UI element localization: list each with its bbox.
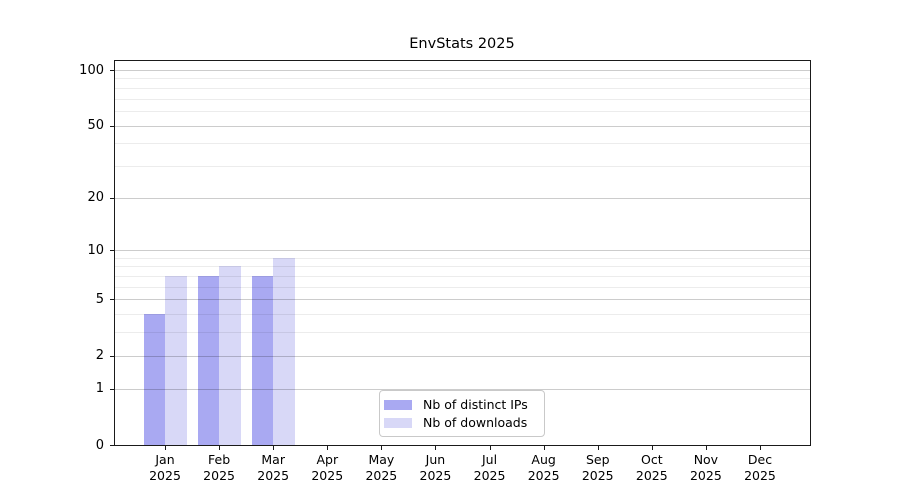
legend-label-distinct-ips: Nb of distinct IPs: [423, 396, 528, 412]
x-tick-label-jul: Jul 2025: [473, 452, 506, 483]
legend: Nb of distinct IPs Nb of downloads: [379, 390, 545, 437]
bar-mar-s0: [251, 276, 274, 445]
bar-jan-s0: [143, 314, 165, 445]
bar-jan-s1: [165, 276, 187, 445]
gridline-major-50: [114, 125, 810, 127]
y-tick-label-50: 50: [87, 118, 104, 134]
y-tick-label-10: 10: [87, 242, 104, 258]
x-tick-label-may: May 2025: [365, 452, 398, 483]
legend-label-downloads: Nb of downloads: [423, 414, 528, 430]
gridline-major-100: [114, 70, 810, 71]
gridline-minor-9: [114, 257, 810, 259]
y-tick-mark-5: [109, 299, 114, 301]
legend-swatch-downloads: [384, 417, 412, 428]
x-tick-mark-feb: [219, 445, 221, 450]
legend-swatch-distinct-ips: [384, 399, 412, 410]
y-tick-label-2: 2: [95, 348, 104, 364]
chart-title: EnvStats 2025: [409, 36, 515, 52]
x-tick-label-aug: Aug 2025: [527, 452, 560, 483]
gridline-minor-30: [114, 165, 810, 167]
x-tick-mark-apr: [327, 445, 329, 450]
gridline-major-20: [114, 197, 810, 199]
x-tick-mark-sep: [597, 445, 599, 450]
x-tick-mark-jun: [435, 445, 437, 450]
gridline-minor-70: [114, 98, 810, 100]
x-tick-mark-jan: [165, 445, 166, 450]
gridline-minor-40: [114, 143, 810, 145]
gridline-minor-90: [114, 78, 810, 80]
y-tick-mark-0: [109, 445, 114, 446]
x-tick-mark-oct: [651, 445, 653, 450]
bar-feb-s1: [219, 266, 241, 445]
y-tick-mark-20: [109, 197, 114, 199]
x-tick-label-mar: Mar 2025: [257, 452, 290, 483]
y-tick-label-20: 20: [87, 190, 104, 206]
x-tick-label-feb: Feb 2025: [203, 452, 235, 483]
y-tick-label-1: 1: [95, 381, 104, 397]
gridline-minor-60: [114, 110, 810, 112]
x-tick-mark-nov: [705, 445, 707, 450]
y-tick-label-5: 5: [95, 291, 104, 307]
x-tick-label-dec: Dec 2025: [744, 452, 776, 483]
legend-entry-downloads: Nb of downloads: [384, 414, 538, 430]
y-tick-label-100: 100: [79, 62, 104, 78]
x-tick-label-jan: Jan 2025: [149, 452, 181, 483]
x-tick-label-jun: Jun 2025: [419, 452, 452, 483]
x-tick-mark-jul: [489, 445, 491, 450]
x-tick-label-oct: Oct 2025: [635, 452, 668, 483]
y-tick-mark-50: [109, 125, 114, 127]
gridline-minor-80: [114, 87, 810, 89]
y-tick-mark-100: [109, 70, 114, 71]
x-tick-mark-aug: [543, 445, 545, 450]
x-tick-mark-dec: [759, 445, 761, 450]
bar-feb-s0: [197, 276, 220, 445]
x-tick-label-apr: Apr 2025: [311, 452, 344, 483]
y-tick-mark-1: [109, 388, 114, 390]
y-tick-mark-2: [109, 355, 114, 357]
bar-mar-s1: [273, 257, 295, 445]
y-tick-mark-10: [109, 250, 114, 252]
gridline-major-10: [114, 250, 810, 252]
legend-entry-distinct-ips: Nb of distinct IPs: [384, 396, 538, 412]
x-tick-mark-mar: [273, 445, 275, 450]
x-tick-label-sep: Sep 2025: [581, 452, 614, 483]
x-tick-label-nov: Nov 2025: [689, 452, 722, 483]
y-tick-label-0: 0: [95, 437, 104, 453]
x-tick-mark-may: [381, 445, 383, 450]
